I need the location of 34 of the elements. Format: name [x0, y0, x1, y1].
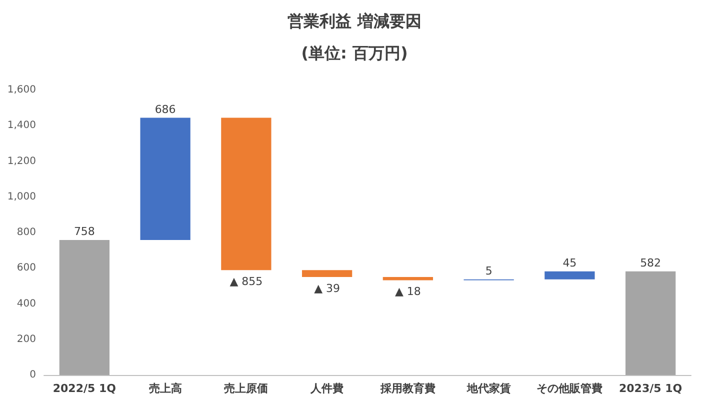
x-tick-label: 売上高 [148, 382, 182, 395]
data-label: 45 [562, 256, 577, 270]
y-tick-label: 1,600 [7, 84, 36, 96]
bar [625, 271, 676, 375]
bar [302, 270, 352, 278]
bar [59, 240, 110, 375]
x-tick-label: 採用教育費 [379, 382, 436, 395]
x-tick-label: 売上原価 [224, 382, 268, 395]
x-tick-label: その他販管費 [536, 382, 603, 395]
chart-title: 営業利益 増減要因 [288, 12, 422, 30]
bar [382, 277, 434, 280]
data-label: 758 [74, 224, 95, 238]
data-label: 686 [154, 102, 176, 116]
x-tick-label: 2022/5 1Q [52, 382, 116, 395]
bar [221, 118, 272, 270]
data-label: 5 [485, 264, 492, 278]
y-tick-label: 600 [16, 262, 36, 274]
y-tick-label: 400 [16, 298, 36, 310]
y-tick-label: 0 [30, 370, 36, 380]
y-tick-label: 800 [16, 227, 36, 238]
y-tick-label: 1,400 [7, 120, 36, 132]
data-label: ▲ 855 [230, 275, 263, 288]
bar [544, 271, 595, 280]
data-label: 582 [640, 256, 662, 270]
y-tick-label: 1,000 [7, 191, 36, 202]
y-tick-label: 200 [16, 334, 36, 345]
chart-subtitle: (単位: 百万円) [301, 44, 408, 62]
x-tick-label: 2023/5 1Q [619, 382, 682, 395]
y-tick-label: 1,200 [7, 156, 36, 167]
data-label: ▲ 39 [314, 282, 340, 296]
data-label: ▲ 18 [394, 285, 421, 298]
bar [140, 118, 190, 240]
x-tick-label: 地代家賃 [466, 382, 511, 395]
x-tick-label: 人件費 [310, 382, 344, 395]
